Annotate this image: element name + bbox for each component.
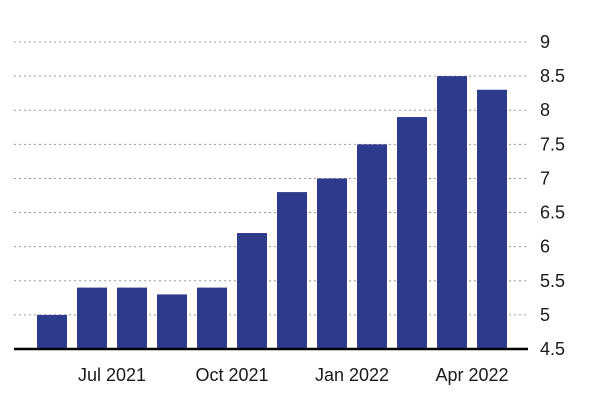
y-tick-label: 8 bbox=[540, 100, 550, 120]
y-tick-label: 5.5 bbox=[540, 271, 565, 291]
bar bbox=[437, 76, 467, 349]
bar bbox=[357, 144, 387, 349]
bar bbox=[237, 233, 267, 349]
y-tick-label: 6.5 bbox=[540, 203, 565, 223]
x-tick-labels: Jul 2021 Oct 2021 Jan 2022 Apr 2022 bbox=[78, 365, 509, 385]
y-tick-label: 6 bbox=[540, 237, 550, 257]
y-tick-label: 7.5 bbox=[540, 134, 565, 154]
bar bbox=[157, 294, 187, 349]
x-tick-label: Jan 2022 bbox=[315, 365, 389, 385]
y-tick-label: 7 bbox=[540, 168, 550, 188]
bar bbox=[77, 287, 107, 349]
bar bbox=[397, 117, 427, 350]
y-tick-label: 4.5 bbox=[540, 339, 565, 359]
bar bbox=[197, 287, 227, 349]
gridlines bbox=[14, 41, 528, 316]
bars bbox=[37, 76, 507, 350]
y-tick-labels: 4.5 5 5.5 6 6.5 7 7.5 8 8.5 9 bbox=[540, 32, 565, 359]
x-tick-label: Apr 2022 bbox=[435, 365, 508, 385]
bar bbox=[117, 287, 147, 349]
y-tick-label: 5 bbox=[540, 305, 550, 325]
bar bbox=[317, 178, 347, 349]
bar bbox=[477, 89, 507, 349]
x-tick-label: Jul 2021 bbox=[78, 365, 146, 385]
y-tick-label: 8.5 bbox=[540, 66, 565, 86]
x-tick-label: Oct 2021 bbox=[195, 365, 268, 385]
bar bbox=[277, 192, 307, 349]
bar bbox=[37, 314, 67, 349]
y-tick-label: 9 bbox=[540, 32, 550, 52]
